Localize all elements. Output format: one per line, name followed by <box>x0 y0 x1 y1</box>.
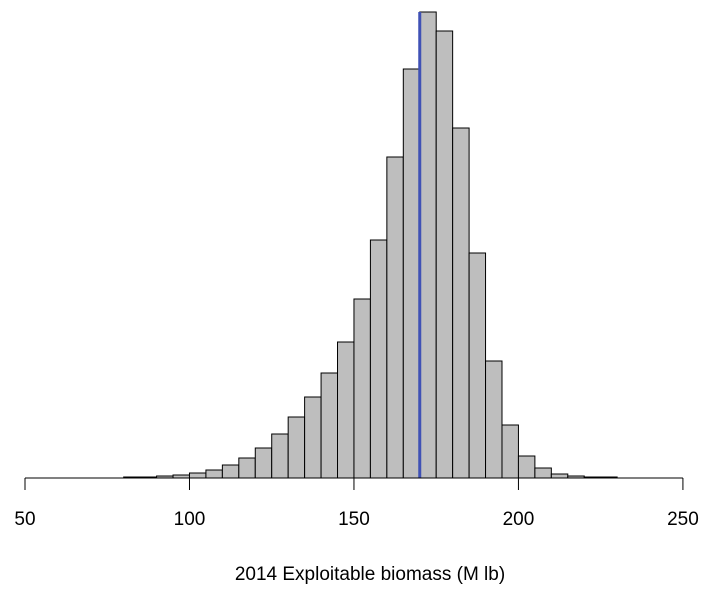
bar <box>205 469 223 479</box>
bar <box>550 473 569 479</box>
x-tick-label: 50 <box>14 509 35 530</box>
bar <box>369 239 388 479</box>
bar <box>419 11 437 479</box>
x-axis-label: 2014 Exploitable biomass (M lb) <box>235 564 505 585</box>
x-tick-label: 200 <box>503 509 535 530</box>
bar <box>304 396 322 479</box>
bar <box>501 424 519 479</box>
bar <box>238 457 256 479</box>
bar <box>287 416 306 479</box>
bar <box>221 464 240 479</box>
bar <box>534 467 552 479</box>
bar <box>353 298 371 479</box>
bar <box>452 127 470 479</box>
bar <box>485 360 503 479</box>
x-tick-label: 100 <box>174 509 206 530</box>
bar <box>320 372 339 479</box>
bar <box>435 30 454 479</box>
bar <box>337 341 355 479</box>
bar <box>254 447 273 479</box>
bar <box>517 455 536 479</box>
bar <box>271 433 289 479</box>
bar <box>468 252 487 479</box>
x-tick-label: 150 <box>338 509 370 530</box>
bar <box>188 472 207 479</box>
bar <box>386 156 404 479</box>
x-tick-label: 250 <box>667 509 699 530</box>
bar <box>402 68 421 479</box>
